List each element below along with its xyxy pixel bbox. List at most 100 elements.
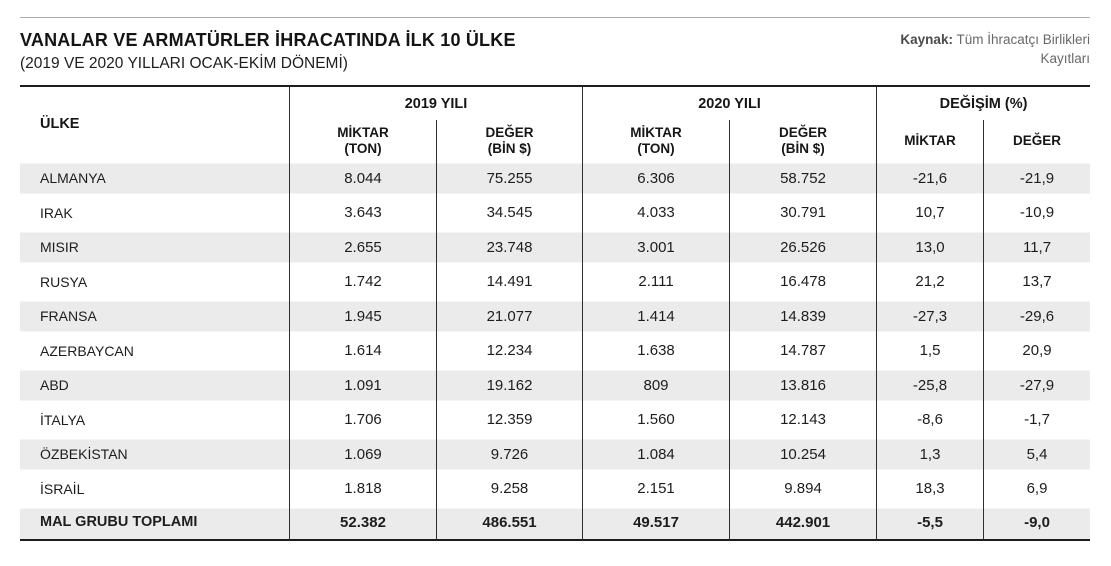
col-header-degisim-deger: DEĞER (1013, 132, 1062, 148)
source-label: Kaynak: (900, 32, 953, 47)
cell-country: FRANSA (20, 299, 290, 334)
cell-2020-deger: 58.752 (730, 161, 878, 196)
table-row: İTALYA 1.706 12.359 1.560 12.143 -8,6 -1… (20, 402, 1090, 437)
cell-2019-miktar: 8.044 (290, 161, 437, 196)
cell-degisim-deger: 13,7 (1022, 273, 1052, 291)
cell-2019-deger: 34.545 (437, 195, 584, 230)
cell-2019-deger: 75.255 (437, 161, 584, 196)
cell-2020-deger: 14.839 (730, 299, 878, 334)
cell-degisim-miktar: 21,2 (877, 264, 985, 299)
cell-degisim-deger: -9,0 (984, 506, 1091, 541)
cell-2019-miktar: 1.742 (290, 264, 437, 299)
col-group-degisim: DEĞİŞİM (%) (939, 95, 1028, 112)
page-subtitle: (2019 VE 2020 YILLARI OCAK-EKİM DÖNEMİ) (20, 55, 348, 72)
cell-2020-miktar: 49.517 (583, 506, 731, 541)
cell-2019-deger: 23.748 (437, 230, 584, 265)
col-header-2019-miktar: MİKTAR (TON) (290, 120, 437, 161)
table-row: İSRAİL 1.818 9.258 2.151 9.894 18,3 6,9 (20, 471, 1090, 506)
cell-degisim-deger: -27,9 (984, 368, 1091, 403)
col-group-2020: 2020 YILI (583, 87, 878, 120)
cell-2019-deger: 21.077 (437, 299, 584, 334)
col-header-2020-miktar: MİKTAR (TON) (583, 120, 731, 161)
cell-country: İSRAİL (20, 471, 290, 506)
table-body: ALMANYA 8.044 75.255 6.306 58.752 -21,6 … (20, 161, 1091, 541)
page-title: VANALAR VE ARMATÜRLER İHRACATINDA İLK 10… (20, 30, 516, 50)
table-row: RUSYA 1.742 14.491 2.111 16.478 21,2 13,… (20, 264, 1090, 299)
cell-degisim-deger: 20,9 (1022, 342, 1052, 360)
cell-2020-deger: 26.526 (730, 230, 878, 265)
cell-country: MAL GRUBU TOPLAMI (20, 506, 290, 541)
table-row: ABD 1.091 19.162 809 13.816 -25,8 -27,9 (20, 368, 1091, 403)
cell-2020-miktar: 3.001 (583, 230, 731, 265)
source-text: Tüm İhracatçı Birlikleri Kayıtları (956, 32, 1090, 66)
cell-2019-miktar: 52.382 (290, 506, 437, 541)
cell-2019-deger: 19.162 (437, 368, 584, 403)
cell-degisim-deger: 5,4 (984, 437, 1091, 472)
cell-2020-deger: 12.143 (730, 402, 878, 437)
cell-2020-miktar: 809 (583, 368, 731, 403)
table-row: MAL GRUBU TOPLAMI 52.382 486.551 49.517 … (20, 506, 1091, 541)
cell-country: MISIR (20, 230, 290, 265)
cell-2020-miktar: 2.111 (583, 264, 731, 299)
cell-2020-deger: 14.787 (730, 333, 878, 368)
cell-2019-deger: 486.551 (437, 506, 584, 541)
cell-country: IRAK (20, 195, 290, 230)
cell-2020-deger: 10.254 (730, 437, 878, 472)
cell-2019-miktar: 2.655 (290, 230, 437, 265)
cell-2020-deger: 442.901 (730, 506, 878, 541)
cell-2020-miktar: 4.033 (583, 195, 731, 230)
cell-2020-deger: 9.894 (730, 471, 878, 506)
cell-2019-miktar: 3.643 (290, 195, 437, 230)
cell-2020-deger: 16.478 (730, 264, 878, 299)
cell-degisim-deger: 11,7 (984, 230, 1091, 265)
table-row: IRAK 3.643 34.545 4.033 30.791 10,7 -10,… (20, 195, 1090, 230)
cell-degisim-deger: 6,9 (1026, 480, 1048, 498)
title-block: VANALAR VE ARMATÜRLER İHRACATINDA İLK 10… (20, 30, 516, 73)
cell-degisim-miktar: -25,8 (877, 368, 985, 403)
table-row: ÖZBEKİSTAN 1.069 9.726 1.084 10.254 1,3 … (20, 437, 1091, 472)
cell-2020-deger: 13.816 (730, 368, 878, 403)
col-group-2019: 2019 YILI (290, 87, 584, 120)
cell-degisim-miktar: 1,3 (877, 437, 985, 472)
cell-2019-miktar: 1.614 (290, 333, 437, 368)
cell-degisim-miktar: -21,6 (877, 161, 985, 196)
cell-2020-miktar: 6.306 (583, 161, 731, 196)
table-row: FRANSA 1.945 21.077 1.414 14.839 -27,3 -… (20, 299, 1091, 334)
cell-degisim-deger: -21,9 (984, 161, 1091, 196)
cell-2019-deger: 9.258 (437, 471, 584, 506)
cell-country: İTALYA (20, 402, 290, 437)
cell-2019-miktar: 1.091 (290, 368, 437, 403)
cell-degisim-miktar: 10,7 (877, 195, 985, 230)
cell-2020-miktar: 1.560 (583, 402, 731, 437)
cell-degisim-miktar: -8,6 (877, 402, 985, 437)
table-head: ÜLKE 2019 YILI 2020 YILI DEĞİŞİM (%) MİK… (20, 87, 1090, 161)
sub-header-row: MİKTAR (TON) DEĞER (BİN $) MİKTAR (TON) … (20, 120, 1090, 161)
cell-country: ÖZBEKİSTAN (20, 437, 290, 472)
col-header-ulke: ÜLKE (20, 87, 290, 161)
cell-2020-miktar: 1.084 (583, 437, 731, 472)
cell-degisim-miktar: 18,3 (877, 471, 985, 506)
cell-degisim-miktar: 1,5 (877, 333, 985, 368)
cell-2019-deger: 14.491 (437, 264, 584, 299)
table-row: AZERBAYCAN 1.614 12.234 1.638 14.787 1,5… (20, 333, 1090, 368)
col-header-degisim-miktar: MİKTAR (877, 120, 985, 161)
cell-degisim-miktar: 13,0 (877, 230, 985, 265)
header: VANALAR VE ARMATÜRLER İHRACATINDA İLK 10… (20, 30, 1090, 73)
cell-2020-deger: 30.791 (730, 195, 878, 230)
cell-2020-miktar: 2.151 (583, 471, 731, 506)
cell-country: ABD (20, 368, 290, 403)
cell-degisim-miktar: -27,3 (877, 299, 985, 334)
table-row: ALMANYA 8.044 75.255 6.306 58.752 -21,6 … (20, 161, 1091, 196)
cell-2019-deger: 12.234 (437, 333, 584, 368)
cell-degisim-deger: -29,6 (984, 299, 1091, 334)
col-header-2020-deger: DEĞER (BİN $) (730, 120, 878, 161)
col-header-2019-deger: DEĞER (BİN $) (437, 120, 584, 161)
cell-country: RUSYA (20, 264, 290, 299)
top-divider (20, 17, 1090, 18)
cell-2019-miktar: 1.818 (290, 471, 437, 506)
cell-2019-miktar: 1.069 (290, 437, 437, 472)
table-row: MISIR 2.655 23.748 3.001 26.526 13,0 11,… (20, 230, 1091, 265)
cell-2019-miktar: 1.945 (290, 299, 437, 334)
cell-2019-deger: 9.726 (437, 437, 584, 472)
